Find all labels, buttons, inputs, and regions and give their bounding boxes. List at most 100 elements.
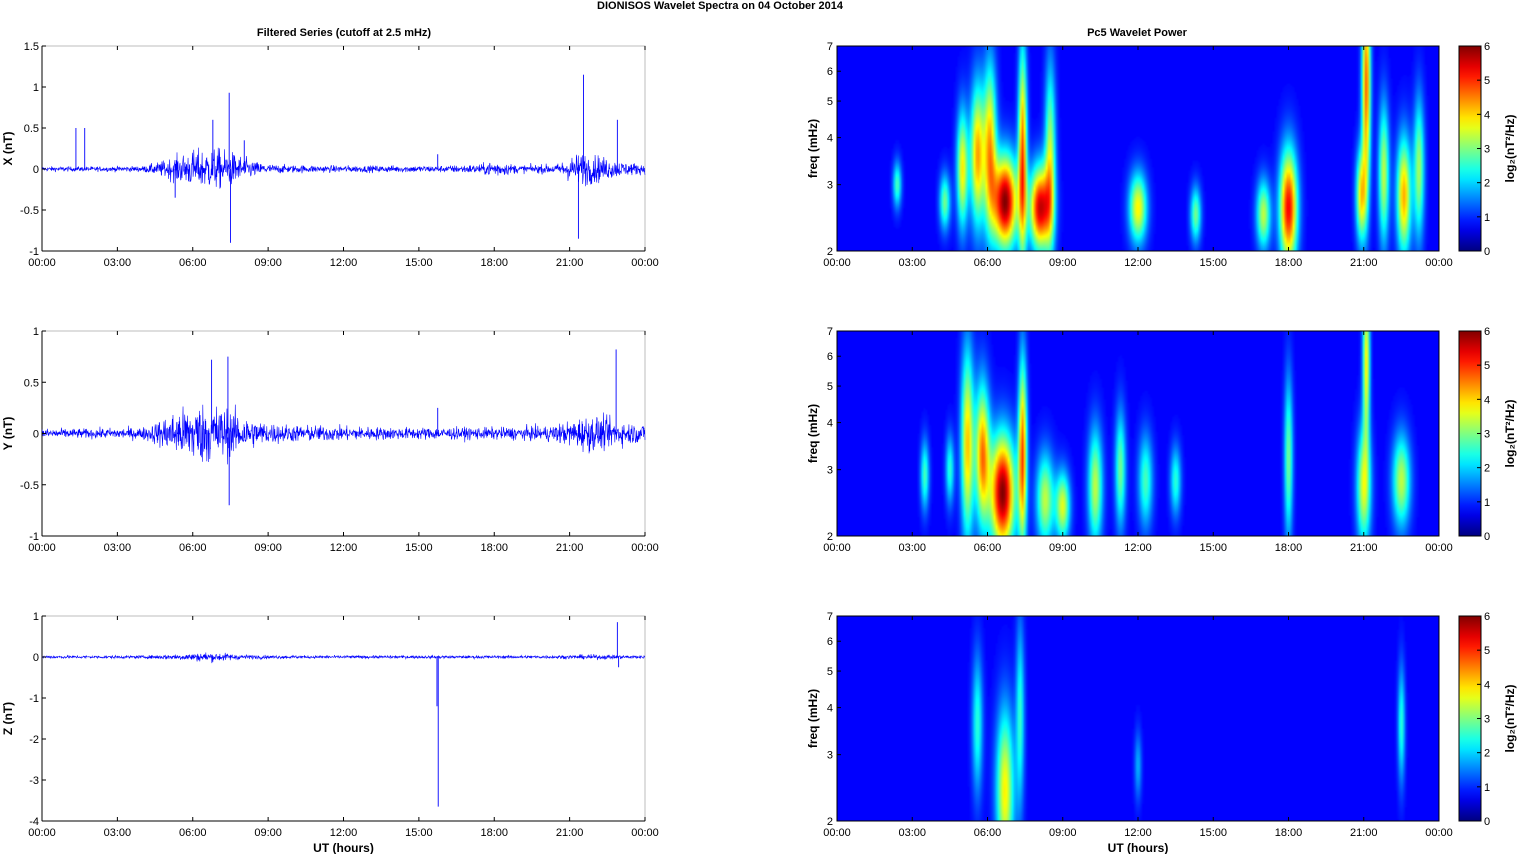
- x-tick-label-series-Z-0: 00:00: [28, 827, 56, 839]
- x-tick-label-series-Y-2: 06:00: [179, 542, 207, 554]
- x-tick-label-power-Z-2: 06:00: [974, 827, 1002, 839]
- freq-tick-label-Y-3: 5: [827, 381, 833, 393]
- freq-tick-label-X-0: 2: [827, 246, 833, 258]
- x-tick-label-power-Z-3: 09:00: [1049, 827, 1077, 839]
- x-tick-label-power-Z-6: 18:00: [1275, 827, 1303, 839]
- y-tick-label-Y-2: 0: [33, 429, 39, 441]
- x-tick-label-power-X-6: 18:00: [1275, 257, 1303, 269]
- freq-tick-label-Y-1: 3: [827, 465, 833, 477]
- x-tick-label-power-Y-2: 06:00: [974, 542, 1002, 554]
- panels: -1 -0.5 0 0.5 1 1.5 X (nT) 00:00 03:00 06:00 09:00…: [1, 41, 1517, 854]
- x-tick-label-power-Z-5: 15:00: [1199, 827, 1227, 839]
- freq-axis-label-X: freq (mHz): [806, 119, 820, 178]
- colorbar-tick-label-X-6: 6: [1484, 41, 1490, 53]
- freq-tick-label-Z-3: 5: [827, 666, 833, 678]
- x-tick-label-series-X-8: 00:00: [631, 257, 659, 269]
- y-tick-label-Y-1: -0.5: [20, 480, 39, 492]
- x-tick-label-power-Y-1: 03:00: [898, 542, 926, 554]
- colorbar-label-Z: log₂(nT²/Hz): [1503, 685, 1517, 753]
- x-tick-label-power-Y-7: 21:00: [1350, 542, 1378, 554]
- freq-tick-label-X-5: 7: [827, 41, 833, 53]
- x-tick-label-power-Y-8: 00:00: [1425, 542, 1453, 554]
- x-tick-label-series-Z-5: 15:00: [405, 827, 433, 839]
- x-tick-label-power-X-1: 03:00: [898, 257, 926, 269]
- colorbar-tick-label-Z-4: 4: [1484, 679, 1490, 691]
- freq-tick-label-Y-4: 6: [827, 351, 833, 363]
- colorbar-tick-label-Z-6: 6: [1484, 611, 1490, 623]
- colorbar-tick-label-X-0: 0: [1484, 246, 1490, 258]
- x-tick-label-series-X-6: 18:00: [480, 257, 508, 269]
- colorbar-tick-label-Z-0: 0: [1484, 816, 1490, 828]
- series-trace-X: [41, 147, 646, 189]
- x-tick-label-series-Z-2: 06:00: [179, 827, 207, 839]
- x-tick-label-series-Y-1: 03:00: [104, 542, 132, 554]
- freq-tick-label-X-4: 6: [827, 66, 833, 78]
- x-tick-label-power-X-7: 21:00: [1350, 257, 1378, 269]
- x-tick-label-series-X-5: 15:00: [405, 257, 433, 269]
- x-tick-label-series-Y-8: 00:00: [631, 542, 659, 554]
- x-tick-label-series-Z-8: 00:00: [631, 827, 659, 839]
- colorbar-label-Y: log₂(nT²/Hz): [1503, 400, 1517, 468]
- x-tick-label-series-Y-5: 15:00: [405, 542, 433, 554]
- plot-area-Z: [41, 615, 646, 822]
- y-tick-label-Z-5: 1: [33, 611, 39, 623]
- y-axis-label-Y: Y (nT): [1, 417, 15, 451]
- x-tick-label-series-X-3: 09:00: [254, 257, 282, 269]
- freq-tick-label-Z-0: 2: [827, 816, 833, 828]
- colorbar-tick-label-Z-3: 3: [1484, 714, 1490, 726]
- y-tick-label-Z-2: -2: [29, 734, 39, 746]
- x-tick-label-power-Z-0: 00:00: [823, 827, 851, 839]
- x-tick-label-series-Z-4: 12:00: [330, 827, 358, 839]
- x-tick-label-series-Y-6: 18:00: [480, 542, 508, 554]
- y-tick-label-X-5: 1.5: [24, 41, 39, 53]
- freq-axis-label-Z: freq (mHz): [806, 689, 820, 748]
- x-tick-label-power-X-5: 15:00: [1199, 257, 1227, 269]
- x-axis-label-power-Z: UT (hours): [1108, 841, 1169, 854]
- x-tick-label-series-Z-3: 09:00: [254, 827, 282, 839]
- colorbar-tick-label-Z-5: 5: [1484, 645, 1490, 657]
- series-trace-Y: [41, 404, 646, 465]
- y-tick-label-X-1: -0.5: [20, 205, 39, 217]
- freq-tick-label-Y-5: 7: [827, 326, 833, 338]
- colorbar-tick-label-X-5: 5: [1484, 75, 1490, 87]
- x-tick-label-series-X-1: 03:00: [104, 257, 132, 269]
- x-tick-label-series-Y-7: 21:00: [556, 542, 584, 554]
- x-tick-label-power-Y-4: 12:00: [1124, 542, 1152, 554]
- x-tick-label-series-Y-4: 12:00: [330, 542, 358, 554]
- x-tick-label-power-Y-3: 09:00: [1049, 542, 1077, 554]
- freq-tick-label-Z-4: 6: [827, 636, 833, 648]
- x-tick-label-series-X-7: 21:00: [556, 257, 584, 269]
- freq-tick-label-X-3: 5: [827, 96, 833, 108]
- colorbar-tick-label-X-4: 4: [1484, 109, 1490, 121]
- freq-tick-label-Y-2: 4: [827, 418, 833, 430]
- colorbar-tick-label-X-2: 2: [1484, 178, 1490, 190]
- y-tick-label-Y-0: -1: [29, 531, 39, 543]
- colorbar-tick-label-Z-1: 1: [1484, 782, 1490, 794]
- freq-tick-label-X-1: 3: [827, 180, 833, 192]
- y-tick-label-X-4: 1: [33, 82, 39, 94]
- series-trace-Z: [41, 652, 646, 664]
- colorbar-tick-label-X-1: 1: [1484, 212, 1490, 224]
- x-tick-label-power-Z-4: 12:00: [1124, 827, 1152, 839]
- x-tick-label-series-X-2: 06:00: [179, 257, 207, 269]
- freq-axis-label-Y: freq (mHz): [806, 404, 820, 463]
- figure-title: DIONISOS Wavelet Spectra on 04 October 2…: [597, 0, 844, 12]
- colorbar-tick-label-Y-3: 3: [1484, 429, 1490, 441]
- x-tick-label-power-X-3: 09:00: [1049, 257, 1077, 269]
- freq-tick-label-X-2: 4: [827, 133, 833, 145]
- plot-area-X: [41, 45, 646, 252]
- freq-tick-label-Y-0: 2: [827, 531, 833, 543]
- x-tick-label-power-X-2: 06:00: [974, 257, 1002, 269]
- x-tick-label-power-Z-7: 21:00: [1350, 827, 1378, 839]
- x-tick-label-power-X-8: 00:00: [1425, 257, 1453, 269]
- x-tick-label-series-Y-0: 00:00: [28, 542, 56, 554]
- colorbar-tick-label-X-3: 3: [1484, 144, 1490, 156]
- x-tick-label-power-Z-1: 03:00: [898, 827, 926, 839]
- y-tick-label-Z-1: -3: [29, 775, 39, 787]
- freq-tick-label-Z-5: 7: [827, 611, 833, 623]
- colorbar-tick-label-Y-2: 2: [1484, 463, 1490, 475]
- x-tick-label-power-X-4: 12:00: [1124, 257, 1152, 269]
- colorbar-tick-label-Y-1: 1: [1484, 497, 1490, 509]
- x-tick-label-power-X-0: 00:00: [823, 257, 851, 269]
